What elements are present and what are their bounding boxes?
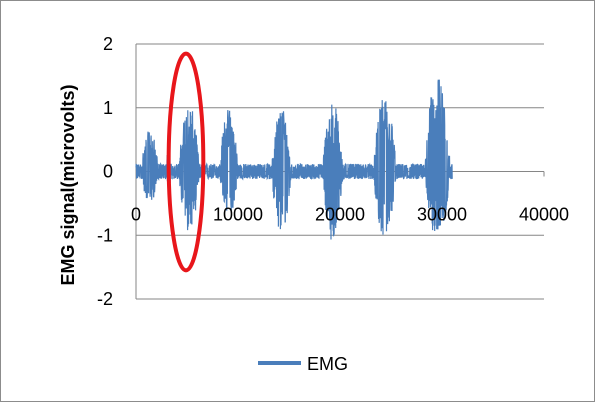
x-tick-label: 30000 [417, 205, 467, 225]
y-axis-title: EMG signal(microvolts) [58, 84, 78, 285]
y-tick-label: 2 [103, 34, 113, 54]
highlight-ellipse [166, 51, 206, 273]
y-tick-label: 1 [103, 98, 113, 118]
series-emg [135, 79, 453, 240]
y-tick-labels: 2 1 0 -1 -2 [97, 34, 113, 309]
x-tick-label: 20000 [315, 205, 365, 225]
annotations [166, 51, 206, 273]
y-tick-label: -2 [97, 289, 113, 309]
x-tick-labels: 0 10000 20000 30000 40000 [131, 205, 569, 225]
legend: EMG [258, 354, 348, 374]
x-tick-label: 10000 [213, 205, 263, 225]
y-tick-label: 0 [103, 162, 113, 182]
y-tick-label: -1 [97, 225, 113, 245]
series-line-emg [135, 79, 453, 240]
x-tick-label: 0 [131, 205, 141, 225]
x-tick-label: 40000 [519, 205, 569, 225]
legend-label-emg: EMG [307, 354, 348, 374]
